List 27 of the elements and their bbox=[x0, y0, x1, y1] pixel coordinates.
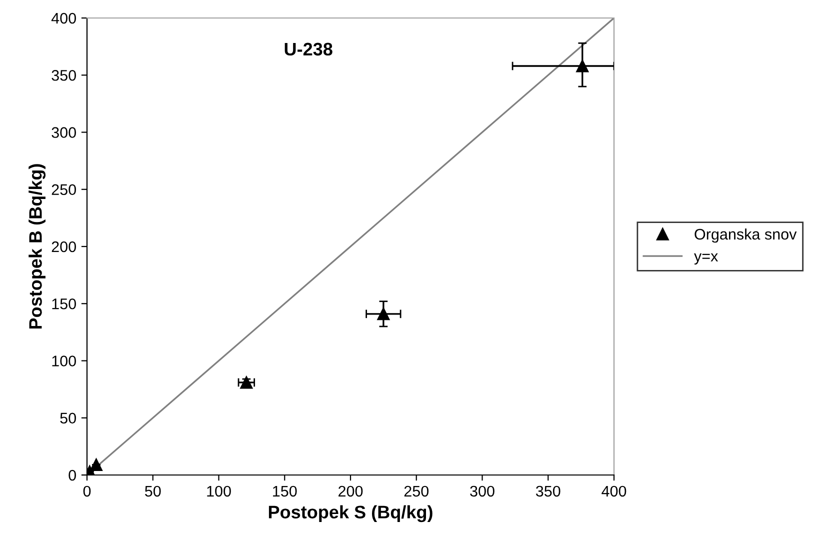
x-tick-label: 0 bbox=[83, 486, 91, 497]
point bbox=[90, 458, 102, 471]
point bbox=[377, 308, 390, 320]
y-tick-label: 150 bbox=[52, 298, 76, 310]
y-axis-title: Postopek B (Bq/kg) bbox=[28, 164, 46, 329]
y-tick-label: 0 bbox=[68, 470, 76, 481]
point bbox=[576, 60, 589, 72]
x-tick-label: 300 bbox=[470, 486, 494, 497]
y-tick-label: 50 bbox=[60, 412, 76, 424]
text: U-238 bbox=[284, 42, 332, 56]
y-tick-label: 100 bbox=[52, 356, 76, 366]
y-tick-label: 350 bbox=[52, 70, 76, 81]
legend-label: Organska snov bbox=[694, 228, 797, 243]
y-tick-label: 400 bbox=[51, 12, 76, 24]
point bbox=[240, 376, 253, 389]
x-tick-label: 150 bbox=[273, 486, 297, 497]
legend-label: y=x bbox=[694, 253, 718, 265]
x-tick-label: 50 bbox=[144, 486, 161, 497]
x-tick-label: 350 bbox=[536, 486, 560, 497]
x-tick-label: 400 bbox=[602, 486, 626, 497]
y-tick-label: 250 bbox=[52, 184, 76, 196]
x-tick-label: 100 bbox=[207, 486, 231, 497]
y-tick-label: 300 bbox=[52, 127, 76, 138]
x-axis-title: Postopek S (Bq/kg) bbox=[268, 505, 432, 522]
y-tick-label: 200 bbox=[52, 241, 76, 252]
x-tick-label: 250 bbox=[404, 486, 429, 497]
x-tick-label: 200 bbox=[338, 486, 363, 497]
